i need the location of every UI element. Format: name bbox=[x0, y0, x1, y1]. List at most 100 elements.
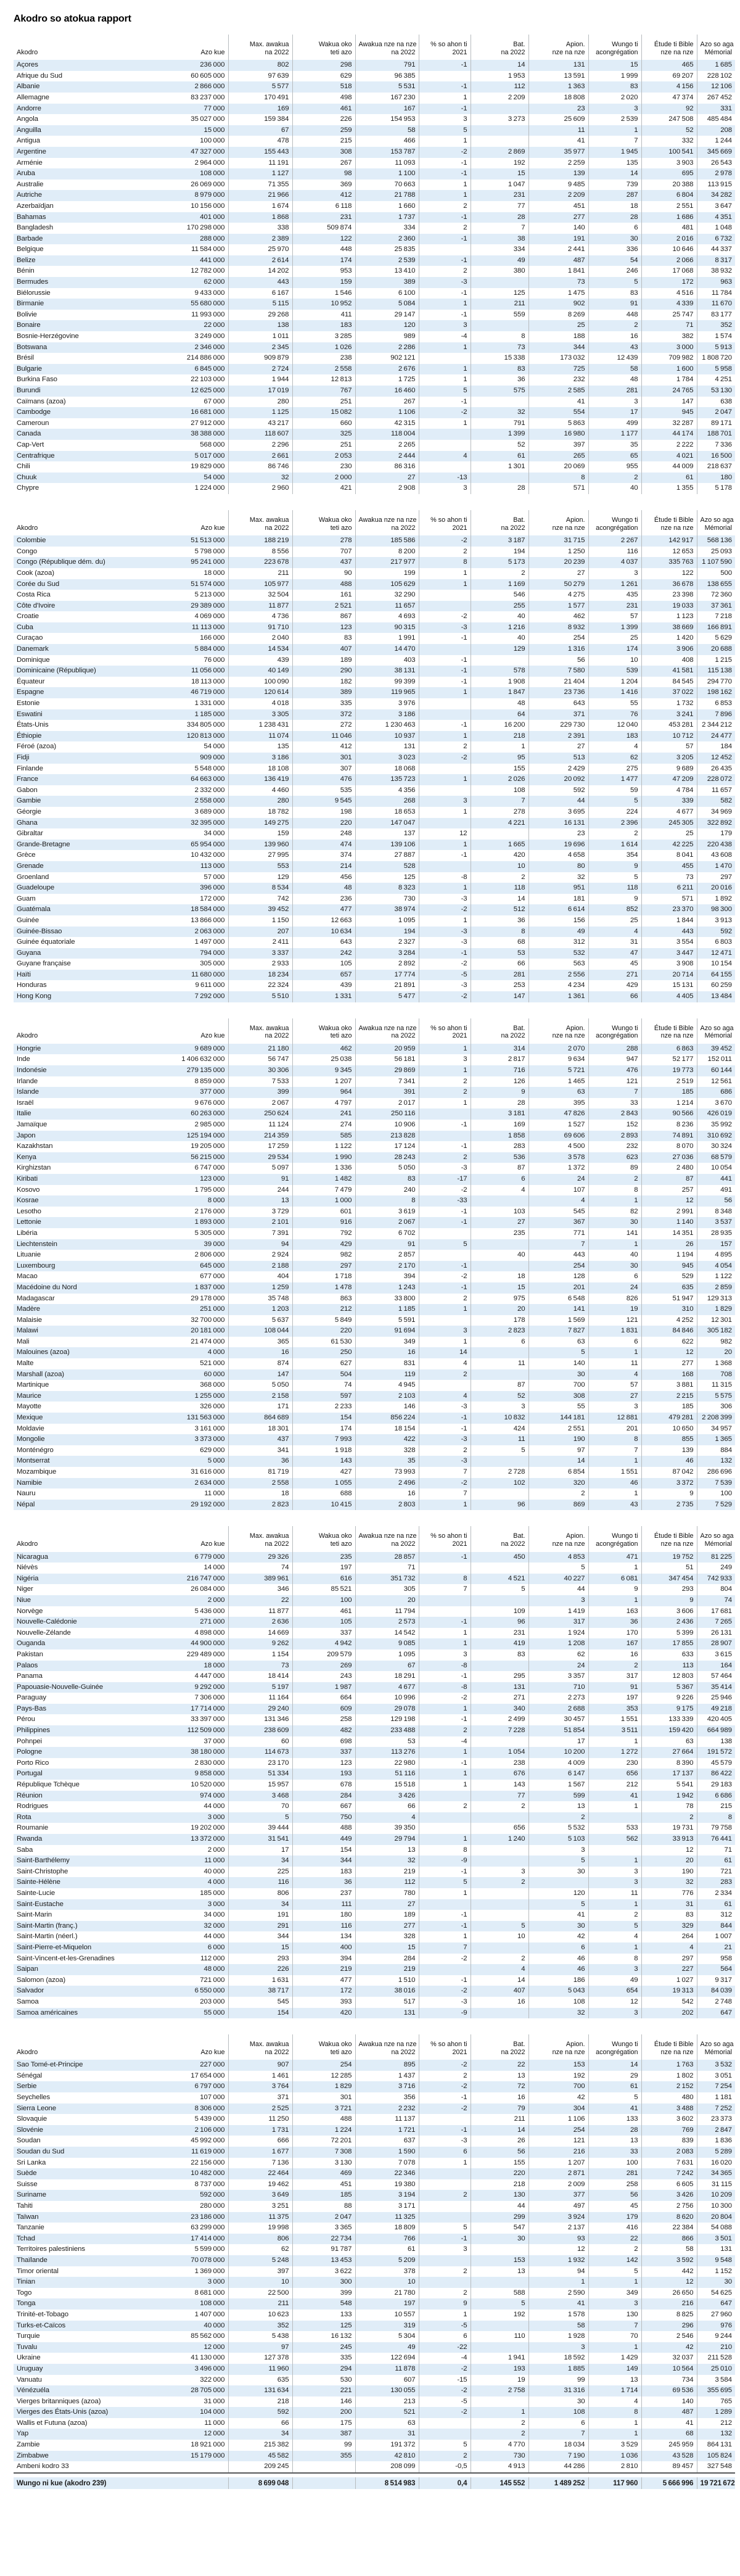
column-header: Wakua oko teti azo bbox=[292, 1526, 355, 1552]
value-cell: 5 bbox=[418, 1877, 471, 1888]
value-cell: 18 921 000 bbox=[191, 2441, 225, 2449]
value-cell: 4 bbox=[470, 1964, 528, 1975]
value-cell: 6 548 bbox=[528, 1293, 588, 1305]
value-cell: 13 372 000 bbox=[191, 1835, 225, 1843]
value-cell: 38 bbox=[470, 233, 528, 245]
value-cell: 372 bbox=[292, 709, 355, 720]
value-cell: 1 bbox=[418, 1097, 471, 1109]
value-cell: 11 584 000 bbox=[191, 246, 225, 254]
value-cell: 976 bbox=[696, 2320, 735, 2332]
table-row: Côte d'Ivoire 29 389 000 11 877 2 521 11 657… bbox=[14, 600, 735, 612]
value-cell bbox=[418, 1228, 471, 1239]
value-cell: 147 bbox=[470, 991, 528, 1002]
value-cell: 11 960 bbox=[228, 2363, 292, 2375]
value-cell: 17 124 bbox=[355, 1141, 419, 1152]
table-row: Uruguay 3 496 000 11 960 294 11 878 -2 193 1 88… bbox=[14, 2363, 735, 2375]
value-cell: 12 000 bbox=[204, 2430, 225, 2438]
value-cell: 5 575 bbox=[696, 1390, 735, 1402]
country-cell: Papouasie-Nouvelle-Guinée bbox=[17, 1683, 103, 1691]
value-cell: 3 689 000 bbox=[194, 807, 225, 815]
value-cell: 7 bbox=[418, 1942, 471, 1954]
value-cell: 2 000 bbox=[292, 472, 355, 484]
value-cell: 1 bbox=[418, 1043, 471, 1055]
table-row: Marshall (azoa) 60 000 147 504 119 2 30 4 168 708 bbox=[14, 1369, 735, 1381]
table-row: Roumanie 19 202 000 39 444 488 39 350 656 5 53… bbox=[14, 1823, 735, 1834]
value-cell: 1 686 bbox=[641, 212, 697, 223]
country-cell: Monténégro bbox=[17, 1446, 54, 1454]
column-header-line: Wakua oko bbox=[318, 1024, 352, 1032]
value-cell: 13 bbox=[588, 2374, 641, 2386]
value-cell: 1 bbox=[470, 2407, 528, 2418]
country-cell: États-Unis bbox=[17, 721, 49, 729]
value-cell: 54 625 bbox=[696, 2287, 735, 2299]
value-cell: 16 460 bbox=[355, 386, 419, 397]
value-cell: 246 bbox=[588, 266, 641, 278]
value-cell: 14 669 bbox=[228, 1627, 292, 1639]
column-header-line: Mémorial bbox=[704, 2048, 732, 2056]
value-cell: 192 bbox=[470, 157, 528, 169]
value-cell: 476 bbox=[588, 1065, 641, 1076]
value-cell: 3 881 bbox=[641, 1380, 697, 1391]
value-cell: 291 bbox=[228, 1920, 292, 1932]
value-cell: 34 bbox=[228, 1856, 292, 1867]
value-cell: -3 bbox=[418, 1402, 471, 1413]
value-cell: 154 953 bbox=[355, 114, 419, 125]
value-cell: 65 bbox=[588, 450, 641, 462]
table-row: Philippines 112 509 000 238 609 482 233 488 2… bbox=[14, 1725, 735, 1736]
value-cell: 439 bbox=[228, 654, 292, 666]
value-cell: 70 663 bbox=[355, 179, 419, 191]
value-cell: 1 372 bbox=[528, 1163, 588, 1174]
value-cell: 3 171 bbox=[355, 2201, 419, 2212]
value-cell: 368 000 bbox=[200, 1381, 225, 1389]
value-cell: 19 829 000 bbox=[191, 463, 225, 471]
table-row: Malouines (azoa) 4 000 16 250 16 14 5 1 12 20 bbox=[14, 1347, 735, 1359]
value-cell: 40 227 bbox=[528, 1573, 588, 1585]
value-cell: 159 420 bbox=[641, 1725, 697, 1736]
value-cell: 68 bbox=[641, 2429, 697, 2440]
value-cell: 61 bbox=[696, 1899, 735, 1910]
value-cell bbox=[470, 1488, 528, 1500]
value-cell bbox=[470, 277, 528, 288]
value-cell: 389 bbox=[355, 277, 419, 288]
value-cell: 113 000 bbox=[200, 862, 225, 870]
table-row: Antigua 100 000 478 215 466 1 41 7 332 1 244 bbox=[14, 136, 735, 147]
table-row: Madère 251 000 1 203 212 1 185 1 20 141 19 310 1 8… bbox=[14, 1304, 735, 1315]
value-cell: -1 bbox=[418, 396, 471, 408]
value-cell: 41 bbox=[641, 2417, 697, 2429]
column-header-line: Azo so aga na bbox=[700, 1024, 736, 1032]
value-cell: 1 185 bbox=[355, 1304, 419, 1315]
table-row: Bangladesh 170 298 000 338 509 874 334 2 7 140 6… bbox=[14, 223, 735, 234]
value-cell bbox=[418, 2429, 471, 2440]
value-cell: 280 000 bbox=[200, 2202, 225, 2210]
value-cell: 11 250 bbox=[228, 2114, 292, 2125]
value-cell: 780 bbox=[355, 1888, 419, 1899]
value-cell: 3 647 bbox=[696, 200, 735, 212]
value-cell: 96 bbox=[470, 1499, 528, 1511]
value-cell: 403 bbox=[355, 654, 419, 666]
value-cell: 142 bbox=[588, 2255, 641, 2266]
table-row: Ambeni kodro 33 209 245 208 099 -0,5 4 913 44… bbox=[14, 2461, 735, 2474]
value-cell: 9 bbox=[588, 893, 641, 905]
value-cell: 592 bbox=[528, 785, 588, 796]
value-cell: 553 bbox=[228, 861, 292, 872]
table-row: Nouvelle-Calédonie 271 000 2 636 105 2 573 -1… bbox=[14, 1617, 735, 1628]
value-cell: 1 369 000 bbox=[194, 2267, 225, 2275]
value-cell: 1 908 bbox=[470, 676, 528, 688]
value-cell: 1 bbox=[418, 730, 471, 742]
value-cell: 245 bbox=[292, 2342, 355, 2353]
value-cell: 1 784 bbox=[641, 374, 697, 386]
value-cell: 19 696 bbox=[528, 839, 588, 851]
table-row: Tonga 108 000 211 548 197 9 5 41 3 216 647 bbox=[14, 2298, 735, 2310]
value-cell: 6 bbox=[528, 1942, 588, 1954]
value-cell: 8 859 000 bbox=[194, 1077, 225, 1085]
value-cell: 83 bbox=[588, 81, 641, 93]
table-row: Hong Kong 7 292 000 5 510 1 331 5 477 -2 147 1 … bbox=[14, 991, 735, 1002]
value-cell: 1 047 bbox=[470, 179, 528, 191]
value-cell: 6 779 000 bbox=[194, 1553, 225, 1561]
country-cell: Cameroun bbox=[17, 419, 49, 427]
country-cell: Canada bbox=[17, 430, 41, 438]
report-section-table: Akodro Azo kue Max. awakua na 2022 Wakua oko… bbox=[14, 510, 735, 1002]
value-cell: 864 689 bbox=[228, 1413, 292, 1424]
value-cell: 275 bbox=[588, 763, 641, 775]
value-cell: 87 bbox=[470, 1380, 528, 1391]
